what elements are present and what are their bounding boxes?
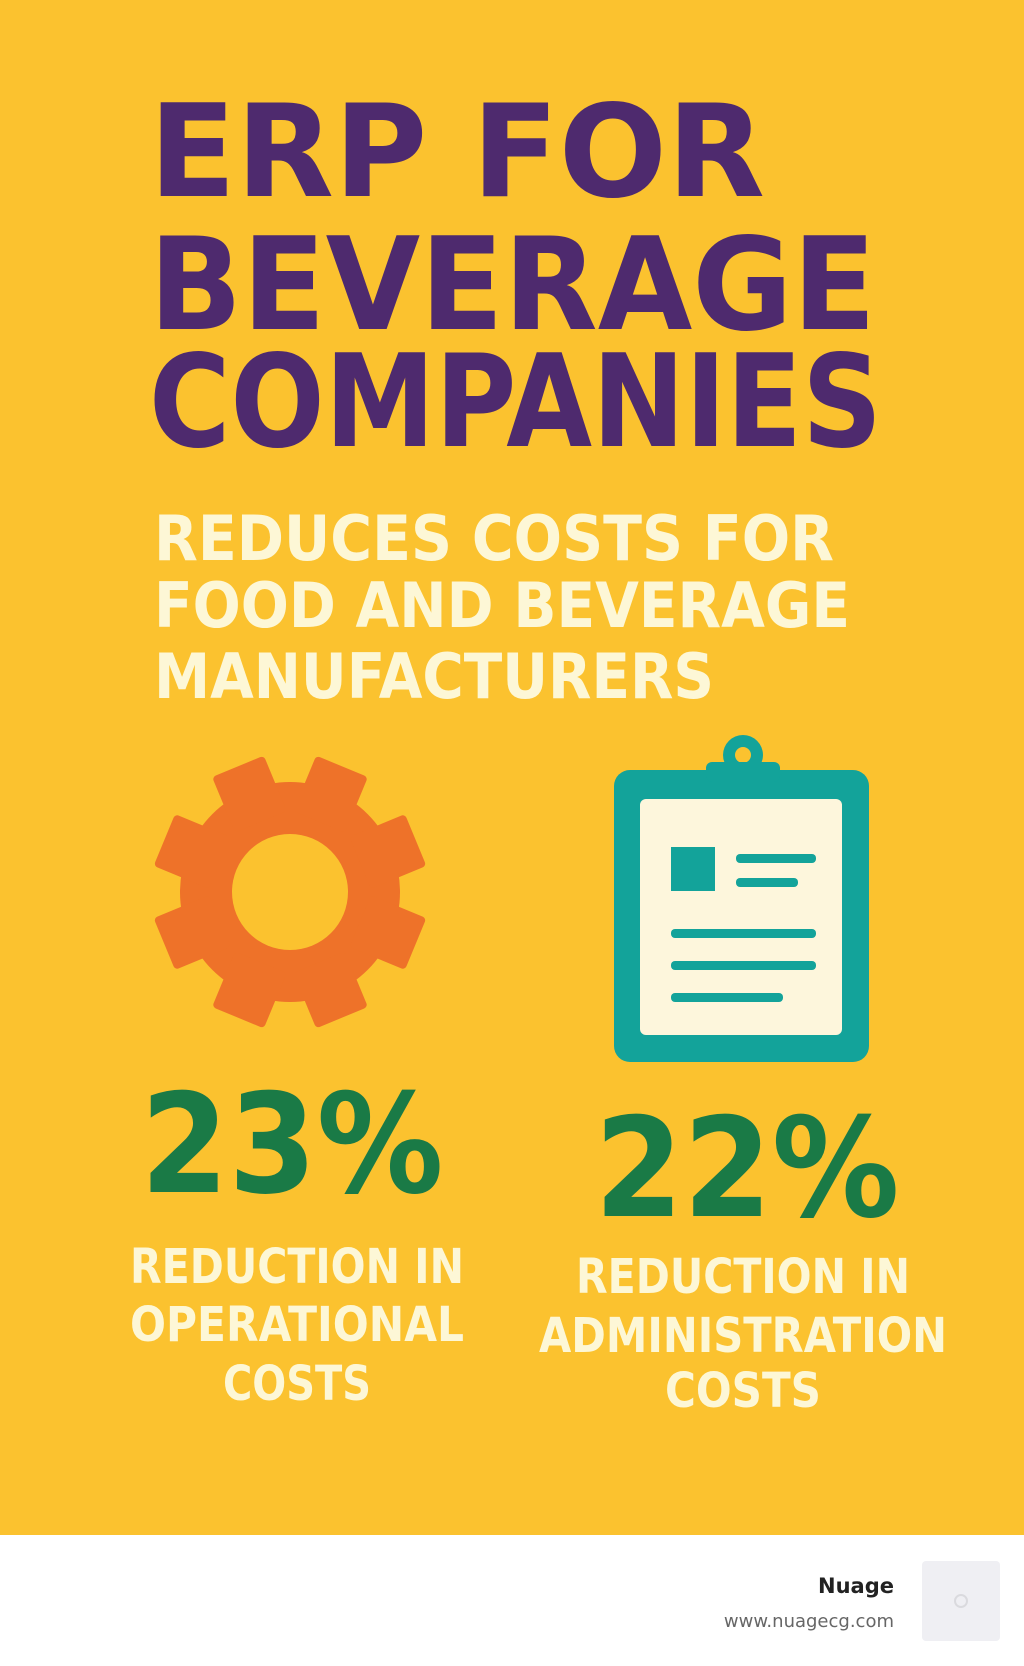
- gear-hole: [232, 834, 348, 950]
- stat-value: 23%: [141, 1064, 444, 1225]
- background: [0, 0, 1024, 1535]
- footer-url: www.nuagecg.com: [724, 1611, 894, 1632]
- gear-tooth: [213, 756, 286, 832]
- title-line: COMPANIES: [149, 328, 882, 477]
- stat-label: REDUCTION IN: [576, 1249, 910, 1305]
- logo-placeholder: [922, 1561, 1000, 1641]
- subtitle-line: REDUCES COSTS FOR: [154, 502, 834, 575]
- subtitle-line: MANUFACTURERS: [154, 640, 714, 713]
- stat-label: COSTS: [665, 1363, 821, 1419]
- logo-mark: [954, 1594, 968, 1608]
- gear-tooth: [294, 952, 367, 1028]
- gear-tooth: [213, 952, 286, 1028]
- stat-label: ADMINISTRATION: [539, 1308, 947, 1364]
- clipboard-icon: [614, 735, 869, 1062]
- gear-tooth: [350, 896, 426, 969]
- title-line: BEVERAGE: [149, 211, 876, 360]
- stat-label: REDUCTION IN: [130, 1239, 464, 1295]
- gear-tooth: [294, 756, 367, 832]
- gear-tooth: [154, 815, 230, 888]
- gear-tooth: [350, 815, 426, 888]
- gear-tooth: [154, 896, 230, 969]
- stat-value: 22%: [595, 1088, 900, 1249]
- subtitle-line: FOOD AND BEVERAGE: [154, 569, 850, 642]
- title-line: ERP FOR: [149, 78, 765, 227]
- stat-label: OPERATIONAL: [130, 1297, 464, 1353]
- stat-label: COSTS: [223, 1356, 371, 1412]
- footer-brand: Nuage: [818, 1574, 894, 1598]
